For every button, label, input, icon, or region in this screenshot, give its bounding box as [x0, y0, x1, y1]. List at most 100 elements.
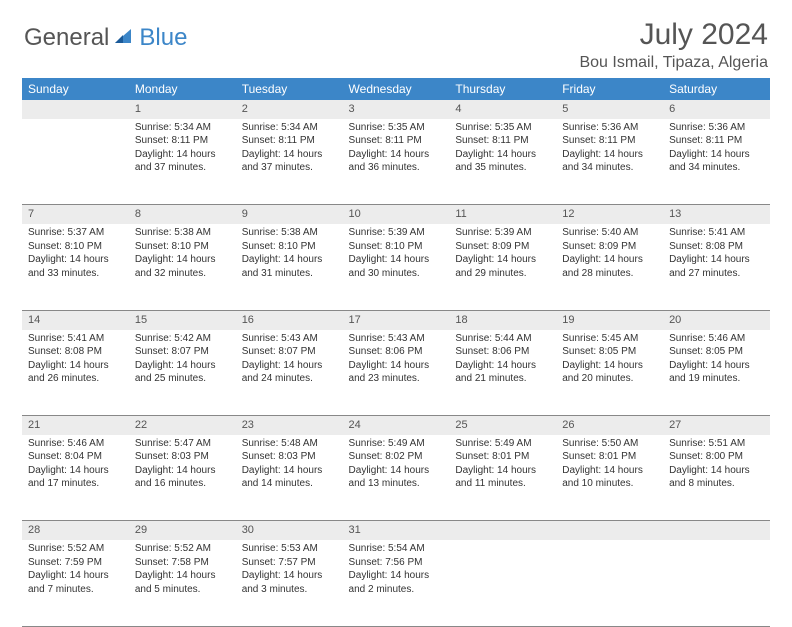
sunrise-text: Sunrise: 5:38 AM: [135, 226, 230, 240]
title-block: July 2024 Bou Ismail, Tipaza, Algeria: [579, 18, 768, 72]
sunset-text: Sunset: 8:03 PM: [135, 450, 230, 464]
day-cell: Sunrise: 5:41 AMSunset: 8:08 PMDaylight:…: [663, 224, 770, 310]
day-cell: [556, 540, 663, 626]
daylight-text-1: Daylight: 14 hours: [455, 359, 550, 373]
daylight-text-2: and 19 minutes.: [669, 372, 764, 386]
daylight-text-1: Daylight: 14 hours: [455, 148, 550, 162]
day-number: 14: [22, 310, 129, 329]
day-number: 22: [129, 416, 236, 435]
day-cell: Sunrise: 5:51 AMSunset: 8:00 PMDaylight:…: [663, 435, 770, 521]
day-info-row: Sunrise: 5:41 AMSunset: 8:08 PMDaylight:…: [22, 330, 770, 416]
day-number: 8: [129, 205, 236, 224]
daylight-text-2: and 25 minutes.: [135, 372, 230, 386]
daylight-text-2: and 26 minutes.: [28, 372, 123, 386]
day-number: 23: [236, 416, 343, 435]
daylight-text-2: and 20 minutes.: [562, 372, 657, 386]
daylight-text-1: Daylight: 14 hours: [669, 464, 764, 478]
sunrise-text: Sunrise: 5:49 AM: [455, 437, 550, 451]
sunrise-text: Sunrise: 5:34 AM: [135, 121, 230, 135]
location-text: Bou Ismail, Tipaza, Algeria: [579, 54, 768, 72]
sunrise-text: Sunrise: 5:36 AM: [669, 121, 764, 135]
day-cell: Sunrise: 5:36 AMSunset: 8:11 PMDaylight:…: [663, 119, 770, 205]
day-cell: Sunrise: 5:40 AMSunset: 8:09 PMDaylight:…: [556, 224, 663, 310]
daylight-text-2: and 24 minutes.: [242, 372, 337, 386]
sunrise-text: Sunrise: 5:35 AM: [455, 121, 550, 135]
daylight-text-1: Daylight: 14 hours: [669, 359, 764, 373]
day-cell: [22, 119, 129, 205]
daylight-text-2: and 5 minutes.: [135, 583, 230, 597]
day-cell: Sunrise: 5:39 AMSunset: 8:09 PMDaylight:…: [449, 224, 556, 310]
sunset-text: Sunset: 8:06 PM: [349, 345, 444, 359]
day-cell: Sunrise: 5:52 AMSunset: 7:58 PMDaylight:…: [129, 540, 236, 626]
sunrise-text: Sunrise: 5:46 AM: [28, 437, 123, 451]
day-number: 27: [663, 416, 770, 435]
sunset-text: Sunset: 7:59 PM: [28, 556, 123, 570]
daylight-text-1: Daylight: 14 hours: [349, 253, 444, 267]
daylight-text-2: and 11 minutes.: [455, 477, 550, 491]
day-cell: Sunrise: 5:34 AMSunset: 8:11 PMDaylight:…: [236, 119, 343, 205]
sunrise-text: Sunrise: 5:44 AM: [455, 332, 550, 346]
sunrise-text: Sunrise: 5:49 AM: [349, 437, 444, 451]
day-number: 2: [236, 100, 343, 119]
daylight-text-2: and 29 minutes.: [455, 267, 550, 281]
day-cell: Sunrise: 5:36 AMSunset: 8:11 PMDaylight:…: [556, 119, 663, 205]
day-cell: Sunrise: 5:43 AMSunset: 8:06 PMDaylight:…: [343, 330, 450, 416]
day-cell: Sunrise: 5:42 AMSunset: 8:07 PMDaylight:…: [129, 330, 236, 416]
day-cell: Sunrise: 5:45 AMSunset: 8:05 PMDaylight:…: [556, 330, 663, 416]
daylight-text-2: and 33 minutes.: [28, 267, 123, 281]
day-number: 24: [343, 416, 450, 435]
brand-general-text: General: [24, 24, 109, 52]
daylight-text-1: Daylight: 14 hours: [135, 464, 230, 478]
day-number: 6: [663, 100, 770, 119]
day-cell: Sunrise: 5:35 AMSunset: 8:11 PMDaylight:…: [343, 119, 450, 205]
daylight-text-1: Daylight: 14 hours: [242, 569, 337, 583]
day-info-row: Sunrise: 5:34 AMSunset: 8:11 PMDaylight:…: [22, 119, 770, 205]
daylight-text-2: and 28 minutes.: [562, 267, 657, 281]
sunrise-text: Sunrise: 5:39 AM: [455, 226, 550, 240]
sunrise-text: Sunrise: 5:53 AM: [242, 542, 337, 556]
daylight-text-2: and 7 minutes.: [28, 583, 123, 597]
calendar-body: 123456Sunrise: 5:34 AMSunset: 8:11 PMDay…: [22, 100, 770, 626]
day-cell: Sunrise: 5:37 AMSunset: 8:10 PMDaylight:…: [22, 224, 129, 310]
daylight-text-2: and 17 minutes.: [28, 477, 123, 491]
daylight-text-1: Daylight: 14 hours: [242, 148, 337, 162]
sunset-text: Sunset: 8:08 PM: [28, 345, 123, 359]
day-number: 17: [343, 310, 450, 329]
sunrise-text: Sunrise: 5:34 AM: [242, 121, 337, 135]
sunset-text: Sunset: 8:05 PM: [669, 345, 764, 359]
daylight-text-1: Daylight: 14 hours: [562, 148, 657, 162]
day-cell: Sunrise: 5:35 AMSunset: 8:11 PMDaylight:…: [449, 119, 556, 205]
daylight-text-1: Daylight: 14 hours: [28, 569, 123, 583]
sunset-text: Sunset: 8:10 PM: [242, 240, 337, 254]
brand-sail-icon: [113, 25, 135, 52]
day-cell: Sunrise: 5:44 AMSunset: 8:06 PMDaylight:…: [449, 330, 556, 416]
day-number: 25: [449, 416, 556, 435]
day-number: 7: [22, 205, 129, 224]
day-cell: Sunrise: 5:53 AMSunset: 7:57 PMDaylight:…: [236, 540, 343, 626]
daylight-text-2: and 13 minutes.: [349, 477, 444, 491]
sunrise-text: Sunrise: 5:40 AM: [562, 226, 657, 240]
day-cell: Sunrise: 5:41 AMSunset: 8:08 PMDaylight:…: [22, 330, 129, 416]
day-cell: Sunrise: 5:47 AMSunset: 8:03 PMDaylight:…: [129, 435, 236, 521]
sunset-text: Sunset: 8:10 PM: [135, 240, 230, 254]
sunset-text: Sunset: 7:56 PM: [349, 556, 444, 570]
day-number: 28: [22, 521, 129, 540]
day-cell: Sunrise: 5:39 AMSunset: 8:10 PMDaylight:…: [343, 224, 450, 310]
sunrise-text: Sunrise: 5:46 AM: [669, 332, 764, 346]
daylight-text-1: Daylight: 14 hours: [28, 464, 123, 478]
sunrise-text: Sunrise: 5:47 AM: [135, 437, 230, 451]
daylight-text-2: and 2 minutes.: [349, 583, 444, 597]
daylight-text-1: Daylight: 14 hours: [669, 148, 764, 162]
day-number: 10: [343, 205, 450, 224]
daylight-text-2: and 10 minutes.: [562, 477, 657, 491]
sunrise-text: Sunrise: 5:41 AM: [28, 332, 123, 346]
sunset-text: Sunset: 8:10 PM: [28, 240, 123, 254]
daylight-text-2: and 27 minutes.: [669, 267, 764, 281]
daylight-text-1: Daylight: 14 hours: [28, 359, 123, 373]
day-number: 26: [556, 416, 663, 435]
sunrise-text: Sunrise: 5:41 AM: [669, 226, 764, 240]
sunset-text: Sunset: 8:11 PM: [242, 134, 337, 148]
day-number-row: 78910111213: [22, 205, 770, 224]
daylight-text-1: Daylight: 14 hours: [135, 569, 230, 583]
day-number: 18: [449, 310, 556, 329]
